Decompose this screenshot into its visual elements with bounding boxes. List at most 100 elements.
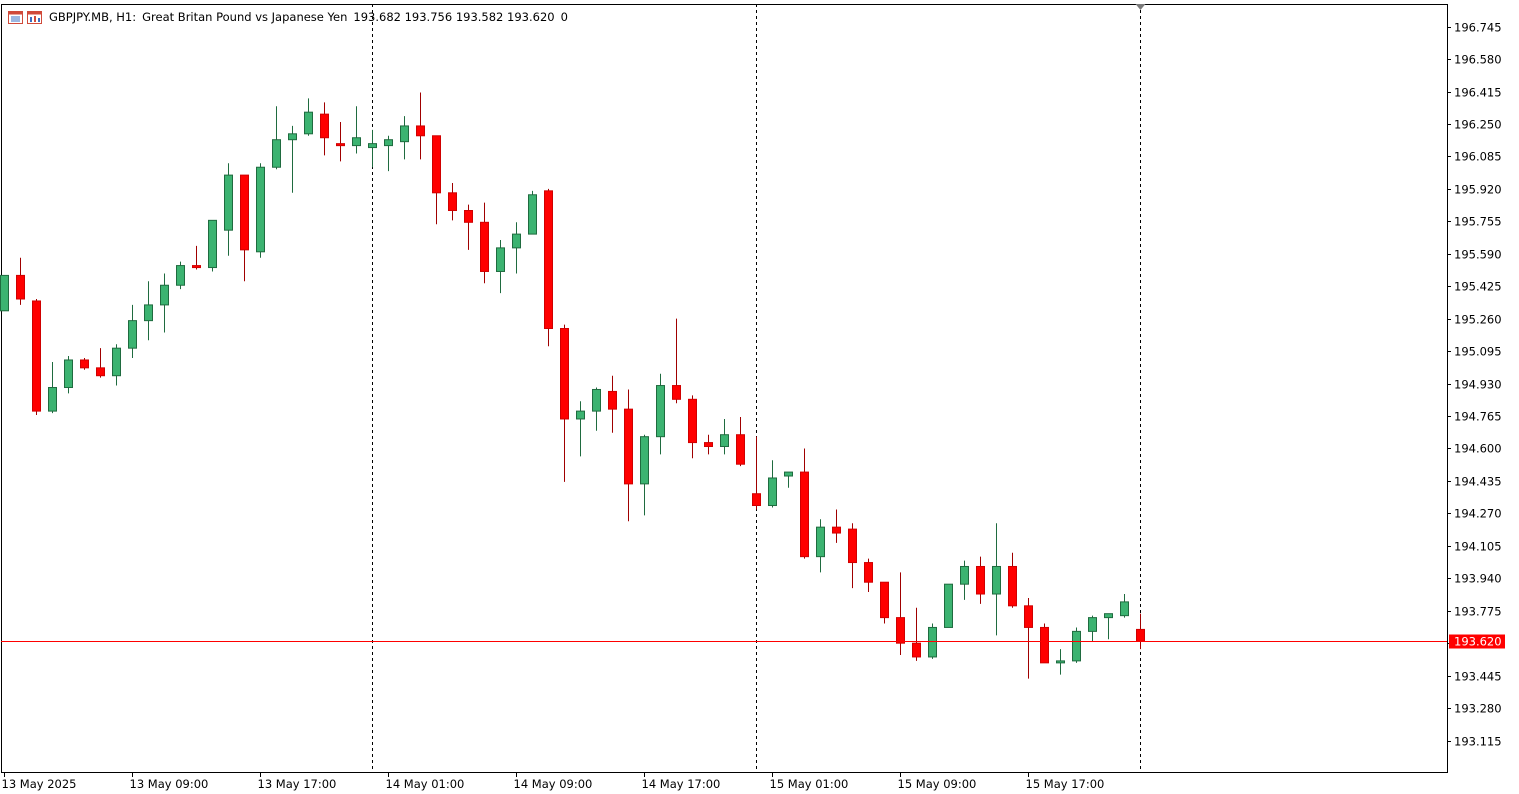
x-tick-label: 14 May 17:00 (642, 777, 721, 791)
y-tick-label: 193.115 (1454, 735, 1502, 749)
y-tick-label: 194.600 (1454, 442, 1502, 456)
candle (816, 519, 825, 573)
candle-body (880, 581, 889, 619)
candle (560, 324, 569, 482)
chart-list-icon[interactable] (8, 10, 23, 24)
candle (640, 434, 649, 516)
candle-body (672, 385, 681, 400)
candle (288, 125, 297, 193)
candle (784, 471, 793, 488)
candle-body (96, 367, 105, 377)
y-tick-label: 193.940 (1454, 572, 1502, 586)
candle-body (656, 385, 665, 438)
candle-body (1024, 605, 1033, 628)
x-tick-label: 13 May 17:00 (258, 777, 337, 791)
candle (1104, 613, 1113, 640)
candle-body (720, 434, 729, 448)
candle (944, 583, 953, 628)
candle-body (560, 328, 569, 420)
plot-area (1, 4, 1448, 773)
y-tick-label: 195.260 (1454, 313, 1502, 327)
candle (752, 436, 761, 510)
price-tag-label: 193.620 (1454, 635, 1502, 649)
candle (256, 163, 265, 258)
candle (32, 299, 41, 416)
price-axis[interactable]: 196.745 196.580 196.415 196.250 196.085 195.9… (1447, 21, 1505, 749)
x-tick-label: 15 May 09:00 (898, 777, 977, 791)
candle (672, 318, 681, 404)
candle (224, 163, 233, 256)
y-tick-label: 193.445 (1454, 670, 1502, 684)
candle-body (1136, 628, 1145, 642)
candle-body (640, 436, 649, 485)
x-tick-label: 13 May 2025 (2, 777, 77, 791)
time-axis[interactable]: 13 May 2025 13 May 09:00 13 May 17:00 14 Ma… (2, 772, 1105, 791)
candle-body (464, 210, 473, 223)
candle (544, 188, 553, 347)
candle (960, 560, 969, 600)
candle (848, 523, 857, 589)
candle-body (288, 133, 297, 141)
chart-description: Great Britan Pound vs Japanese Yen (142, 10, 348, 24)
candle (1040, 623, 1049, 664)
y-tick-label: 195.095 (1454, 345, 1502, 359)
candle-body (544, 190, 553, 330)
chart-template-icon[interactable] (27, 10, 42, 24)
candle (1056, 649, 1065, 675)
candle (400, 116, 409, 160)
candle (1008, 552, 1017, 608)
candle-body (160, 284, 169, 306)
candle-body (576, 410, 585, 420)
candle (176, 261, 185, 290)
candle-body (48, 387, 57, 412)
candle (864, 558, 873, 593)
candle (336, 122, 345, 162)
chart-volume: 0 (560, 10, 568, 24)
y-tick-label: 194.435 (1454, 475, 1502, 489)
shift-marker-icon[interactable] (1135, 4, 1146, 10)
candle-body (848, 528, 857, 564)
candle-body (816, 526, 825, 558)
candle (112, 344, 121, 386)
candle-body (1104, 613, 1113, 619)
candle (448, 182, 457, 221)
candle-body (432, 135, 441, 194)
candle-body (176, 265, 185, 286)
candle-body (1088, 617, 1097, 632)
candle-body (496, 247, 505, 272)
candle (656, 373, 665, 455)
candle (1072, 627, 1081, 663)
candle (592, 387, 601, 431)
candle (80, 358, 89, 370)
candle-body (1056, 660, 1065, 664)
candle-body (768, 477, 777, 507)
y-tick-label: 194.930 (1454, 378, 1502, 392)
candle-body (384, 139, 393, 147)
candle (496, 240, 505, 294)
candle (1088, 615, 1097, 642)
candle (16, 257, 25, 305)
y-tick-label: 196.415 (1454, 86, 1502, 100)
candle (304, 98, 313, 136)
candle (832, 509, 841, 543)
candle-body (928, 626, 937, 658)
chart-header: GBPJPY.MB, H1: Great Britan Pound vs Jap… (8, 9, 568, 25)
candle-body (208, 219, 217, 269)
candle (64, 356, 73, 394)
candle-body (32, 300, 41, 412)
candle-body (112, 347, 121, 377)
y-tick-label: 194.765 (1454, 410, 1502, 424)
y-tick-label: 196.745 (1454, 21, 1502, 35)
candle (992, 523, 1001, 636)
candle-body (688, 398, 697, 444)
candle-body (1008, 565, 1017, 607)
candle-body (992, 565, 1001, 595)
candle-body (1120, 601, 1129, 617)
x-tick-label: 14 May 09:00 (514, 777, 593, 791)
candle-body (944, 583, 953, 628)
chart-ohlc: 193.682 193.756 193.582 193.620 (353, 10, 555, 24)
x-tick-label: 13 May 09:00 (130, 777, 209, 791)
y-tick-label: 193.280 (1454, 702, 1502, 716)
candle (528, 190, 537, 235)
